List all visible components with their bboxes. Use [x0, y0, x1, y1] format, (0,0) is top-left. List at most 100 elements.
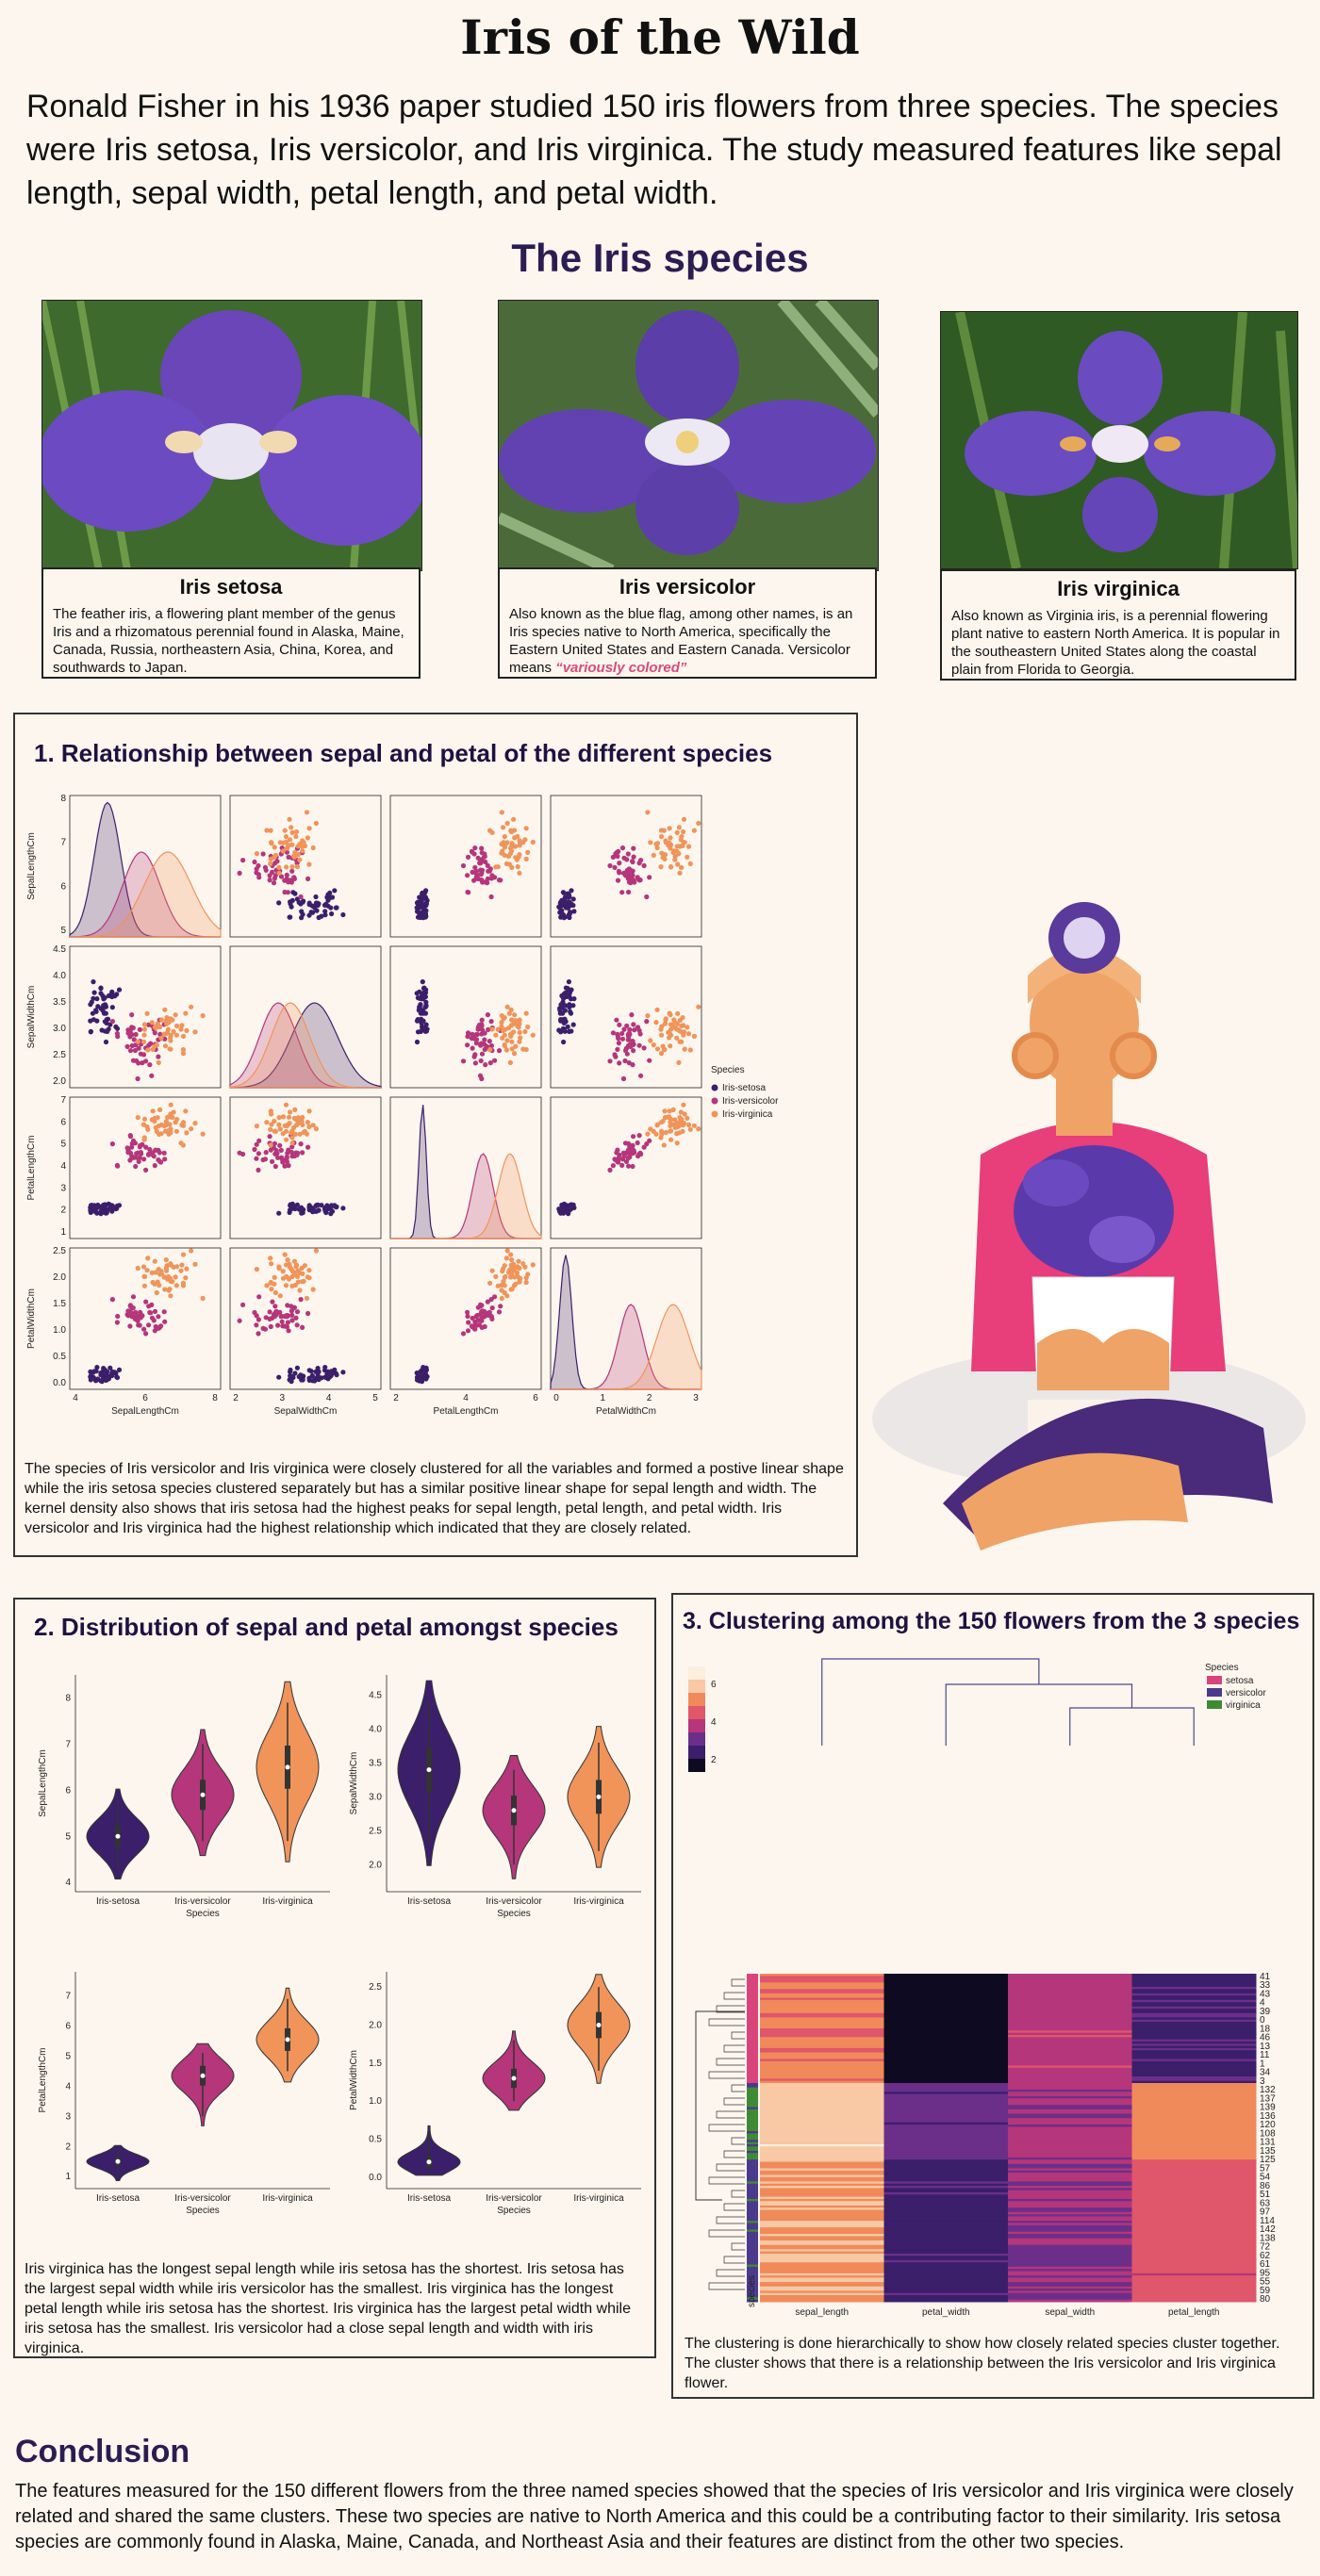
scatter-point [162, 1274, 169, 1280]
scatter-point [501, 1278, 506, 1284]
y-tick-label: 0.0 [53, 1378, 66, 1388]
scatter-point [607, 862, 613, 869]
row-tick-label: 97 [1260, 2207, 1271, 2218]
column-label: petal_width [922, 2307, 970, 2318]
heatmap-cell [1131, 2022, 1257, 2025]
scatter-point [295, 1121, 301, 1126]
scatter-point [306, 1108, 312, 1114]
scatter-point [252, 1146, 257, 1153]
heatmap-cell [1131, 2161, 1257, 2165]
scatter-point [629, 1012, 635, 1018]
heatmap-cell [1008, 2186, 1132, 2189]
heatmap-cell [760, 2190, 884, 2193]
heatmap-cell [1008, 2234, 1132, 2237]
heatmap-cell [1008, 2259, 1132, 2263]
scatter-point [148, 1041, 154, 1046]
heatmap-cell [1008, 2271, 1132, 2274]
scatter-point [280, 848, 286, 854]
scatter-point [681, 1102, 686, 1108]
colorbar-segment [688, 1666, 705, 1680]
scatter-point [168, 1261, 173, 1267]
scatter-point [278, 874, 285, 879]
heatmap-cell [760, 2251, 884, 2255]
heatmap-cell [1131, 2050, 1257, 2054]
scatter-point [152, 1258, 157, 1264]
heatmap-cell [760, 2125, 884, 2127]
row-color-strip [747, 2269, 758, 2272]
heatmap-cell [883, 2024, 1009, 2027]
row-color-strip [747, 1995, 758, 1999]
row-color-strip [747, 2286, 758, 2289]
heatmap-cell [1131, 2231, 1257, 2235]
scatter-point [313, 1369, 319, 1374]
row-color-strip [747, 2146, 758, 2150]
y-tick-label: 4 [65, 1878, 71, 1888]
scatter-point [301, 840, 306, 845]
scatter-point [329, 911, 335, 917]
heatmap-cell [1008, 2032, 1132, 2036]
scatter-point [571, 909, 577, 914]
legend-marker [711, 1097, 718, 1105]
scatter-point [271, 880, 277, 886]
row-color-strip [747, 2017, 758, 2021]
scatter-point [300, 1210, 305, 1216]
scatter-point [141, 1022, 148, 1027]
scatter-point [276, 1210, 282, 1216]
row-color-strip [747, 2067, 758, 2071]
scatter-point [677, 1018, 683, 1024]
heatmap-cell [760, 2065, 884, 2069]
scatter-point [278, 1155, 285, 1160]
heatmap-cell [1008, 2249, 1132, 2253]
scatter-point [107, 1365, 113, 1370]
row-tick-label: 114 [1260, 2216, 1275, 2226]
scatter-point [500, 1035, 505, 1041]
scatter-point [483, 1062, 488, 1068]
scatter-point [152, 1308, 158, 1314]
heatmap-cell [883, 2251, 1009, 2255]
heatmap-cell [1131, 2272, 1257, 2276]
heatmap-cell [760, 2295, 884, 2298]
section1-title: 1. Relationship between sepal and petal … [34, 739, 773, 767]
scatter-point [681, 829, 686, 835]
heatmap-cell [1008, 1984, 1132, 1988]
heatmap-cell [760, 1976, 884, 1979]
heatmap-cell [1131, 2224, 1257, 2228]
heatmap-cell [883, 2295, 1009, 2298]
legend-label: Iris-virginica [722, 1109, 773, 1120]
scatter-point [284, 1137, 289, 1142]
scatter-point [653, 1020, 659, 1025]
heatmap-cell [1008, 2122, 1132, 2125]
scatter-point [286, 1114, 292, 1120]
scatter-point [289, 1130, 294, 1136]
scatter-point [150, 1046, 156, 1053]
heatmap-cell [883, 2173, 1009, 2175]
scatter-point [148, 1151, 154, 1157]
scatter-point [143, 1058, 149, 1064]
scatter-point [500, 1269, 505, 1274]
heatmap-cell [883, 2017, 1009, 2021]
scatter-point [163, 1018, 169, 1024]
scatter-point [146, 1022, 152, 1027]
heatmap-cell [1008, 2229, 1132, 2233]
y-axis-label: SepalLengthCm [26, 832, 37, 900]
row-color-strip [747, 2277, 758, 2281]
scatter-point [155, 1115, 160, 1121]
heatmap-cell [883, 2052, 1009, 2056]
heatmap-cell [1131, 2290, 1257, 2294]
row-color-strip [747, 2115, 758, 2119]
scatter-point [668, 1128, 673, 1134]
scatter-point [648, 1126, 653, 1132]
scatter-point [325, 1206, 331, 1212]
scatter-point [470, 869, 475, 875]
heatmap-cell [760, 2253, 884, 2256]
scatter-point [313, 1126, 319, 1132]
scatter-point [135, 1115, 140, 1121]
scatter-point [504, 1004, 510, 1009]
scatter-point [293, 1264, 299, 1270]
y-tick-label: 6 [65, 2022, 71, 2032]
heatmap-cell [760, 2060, 884, 2064]
scatter-point [264, 828, 270, 833]
heatmap-cell [1008, 2174, 1132, 2178]
scatter-point [685, 1122, 692, 1127]
heatmap-cell [760, 2107, 884, 2110]
